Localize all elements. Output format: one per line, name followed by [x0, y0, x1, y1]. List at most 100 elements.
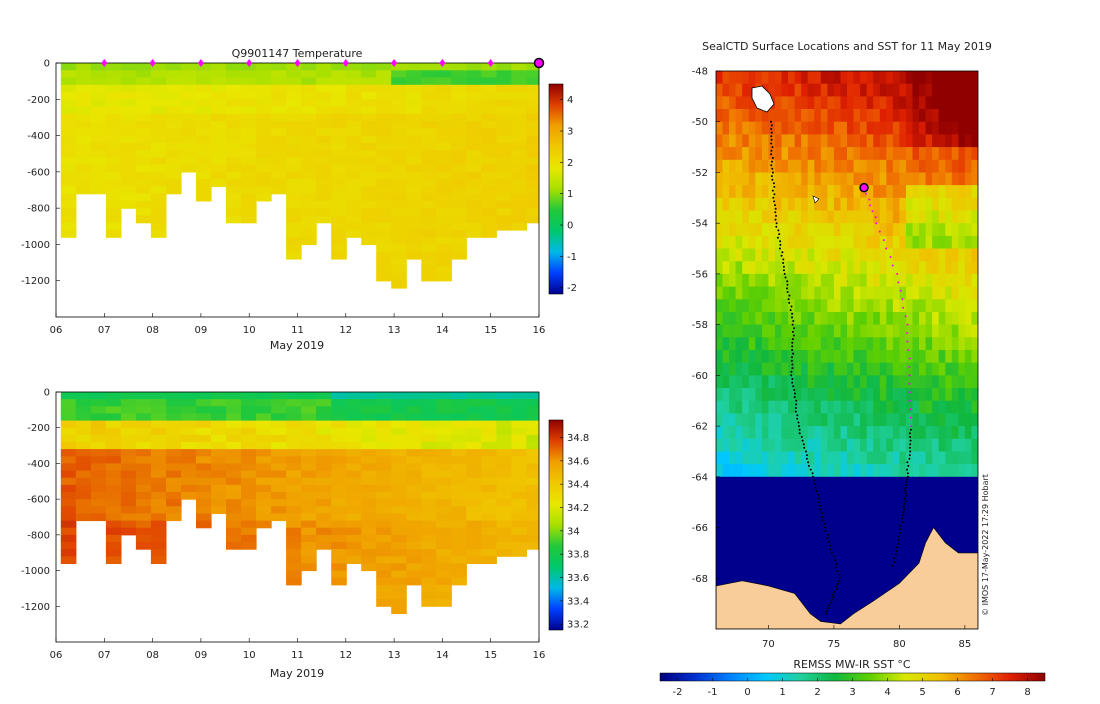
temp-cell	[241, 179, 257, 187]
x-tick-label: 06	[50, 325, 63, 336]
temp-cell	[166, 70, 182, 79]
sal-cell	[451, 542, 467, 550]
temp-cell	[526, 135, 539, 144]
sst-cell	[729, 464, 737, 478]
sal-cell	[526, 456, 539, 464]
sst-cell	[794, 350, 802, 364]
temp-cell	[361, 193, 377, 202]
sst-cell	[716, 464, 724, 478]
sst-cell	[775, 375, 783, 389]
temp-cell	[391, 121, 407, 129]
sst-cell	[820, 552, 828, 567]
sst-cell	[892, 109, 900, 123]
sst-cell	[906, 109, 914, 123]
temp-cell	[376, 150, 392, 158]
sst-cell	[879, 337, 887, 351]
track-point	[908, 457, 911, 460]
temp-cell	[526, 150, 539, 158]
sst-cell	[794, 476, 802, 491]
sst-cell	[807, 337, 815, 351]
sal-cell	[226, 513, 242, 522]
sst-field	[716, 71, 978, 629]
track-point	[791, 323, 794, 326]
sst-colorbar-tick-label: -2	[673, 687, 683, 698]
sst-cell	[833, 83, 841, 97]
sal-cell	[150, 463, 167, 472]
temp-cell	[406, 121, 422, 129]
sal-cell	[120, 463, 137, 472]
sst-cell	[873, 514, 881, 529]
sst-cell	[958, 476, 966, 491]
sal-cell	[301, 449, 317, 457]
temp-cell	[166, 171, 182, 180]
sst-colorbar-tick-label: 1	[779, 687, 785, 698]
temp-cell	[135, 171, 152, 180]
temp-cell	[346, 135, 362, 144]
sal-cell	[421, 499, 437, 507]
sal-cell	[196, 513, 212, 522]
sst-cell	[801, 210, 809, 224]
temp-cell	[361, 229, 377, 238]
sal-cell	[196, 470, 212, 479]
track-point	[832, 596, 835, 599]
sst-cell	[906, 121, 914, 135]
track-point	[823, 526, 826, 529]
temp-cell	[526, 70, 539, 79]
sal-cell	[391, 406, 407, 414]
sal-cell	[60, 520, 77, 529]
sst-cell	[847, 413, 855, 427]
sst-cell	[912, 362, 920, 376]
sal-cell	[496, 506, 512, 514]
sal-cell	[256, 442, 272, 450]
sst-cell	[827, 185, 835, 199]
temp-cell	[196, 171, 212, 180]
sst-cell	[794, 159, 802, 174]
sst-cell	[938, 413, 946, 427]
sst-cell	[866, 312, 874, 326]
temp-cell	[496, 113, 512, 122]
sst-cell	[794, 400, 802, 414]
sst-cell	[801, 527, 809, 541]
sst-cell	[932, 210, 940, 224]
temp-cell	[301, 77, 317, 86]
sst-cell	[899, 413, 907, 427]
sst-cell	[735, 210, 743, 224]
temp-cell	[466, 142, 482, 151]
sal-cell	[286, 556, 302, 564]
sst-cell	[827, 248, 835, 262]
sal-cell	[286, 470, 302, 479]
track-point	[793, 327, 795, 330]
temp-cell	[391, 142, 407, 151]
sal-cell	[376, 577, 392, 586]
sst-cell	[964, 235, 972, 250]
temp-cell	[421, 208, 437, 216]
sal-cell	[331, 413, 347, 422]
sst-cell	[919, 134, 927, 148]
temp-cell	[150, 63, 167, 71]
sal-cell	[120, 513, 137, 522]
sst-cell	[971, 400, 978, 414]
sal-cell	[105, 406, 122, 414]
track-point	[817, 493, 820, 496]
sst-cell	[853, 147, 861, 161]
temp-cell	[316, 208, 332, 216]
sst-cell	[951, 476, 959, 491]
sal-cell	[316, 470, 332, 479]
sst-cell	[748, 248, 756, 262]
sal-cell	[361, 470, 377, 479]
temp-cell	[511, 113, 527, 122]
track-point	[830, 601, 832, 604]
y-tick-label: -600	[27, 167, 50, 178]
sst-cell	[781, 565, 789, 579]
sal-cell	[421, 470, 437, 479]
sst-cell	[964, 451, 972, 465]
sst-cell	[958, 362, 966, 376]
sst-cell	[827, 426, 835, 440]
temp-cell	[196, 113, 212, 122]
sal-cell	[316, 463, 332, 472]
sst-cell	[814, 388, 822, 402]
track-point	[787, 298, 790, 301]
sal-cell	[196, 492, 212, 500]
sst-cell	[964, 464, 972, 478]
sst-cell	[748, 388, 756, 402]
